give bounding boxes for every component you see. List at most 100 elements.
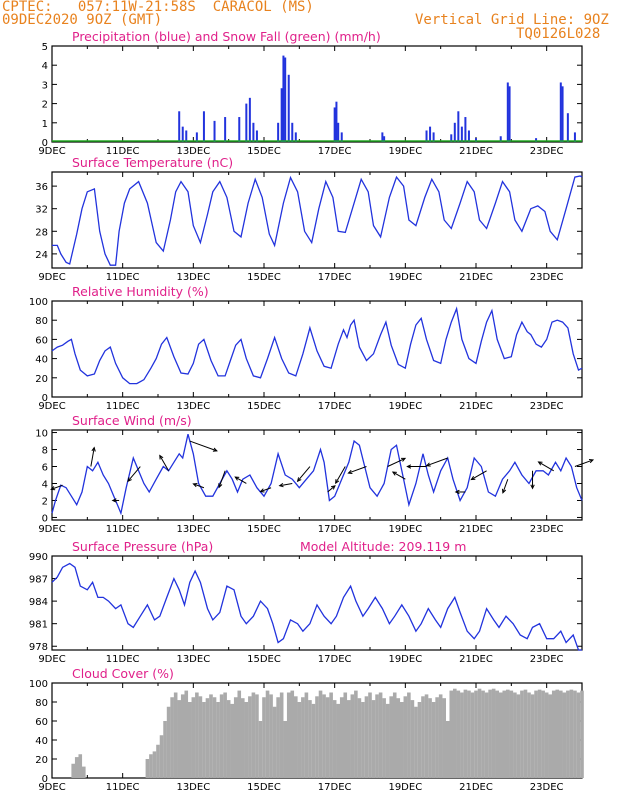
- cloud-bar: [555, 689, 560, 778]
- wind-arrow: [127, 466, 141, 482]
- y-tick-label: 2: [42, 496, 48, 507]
- cloud-bar: [159, 735, 164, 778]
- y-tick-label: 2: [42, 100, 48, 111]
- cloud-bar: [262, 697, 266, 778]
- cloud-bar: [463, 689, 468, 778]
- cloud-bar: [202, 702, 206, 778]
- wind-arrow: [335, 466, 346, 484]
- cloud-bar: [495, 690, 499, 778]
- cloud-bar: [424, 694, 429, 778]
- wind-arrow: [297, 466, 311, 482]
- wind-arrowhead: [501, 488, 507, 494]
- x-tick-label: 17DEC: [318, 654, 352, 665]
- wind-arrow: [279, 482, 293, 487]
- cloud-bar: [534, 690, 538, 778]
- wind-arrowhead: [278, 482, 284, 488]
- panel-1-title: Precipitation (blue) and Snow Fall (gree…: [72, 29, 381, 44]
- x-tick-label: 21DEC: [459, 782, 493, 793]
- cloud-bar: [332, 700, 337, 778]
- cloud-bar: [438, 694, 443, 778]
- wind-arrowhead: [530, 484, 535, 490]
- y-tick-label: 20: [35, 755, 48, 766]
- cloud-bar: [445, 721, 450, 778]
- wind-arrowhead: [537, 461, 543, 466]
- cloud-bar: [308, 700, 312, 778]
- precip-bar: [506, 82, 509, 142]
- x-tick-label: 11DEC: [106, 782, 140, 793]
- cloud-bar: [166, 706, 171, 778]
- cloud-bar: [78, 754, 83, 778]
- x-tick-label: 9DEC: [38, 782, 65, 793]
- x-tick-label: 11DEC: [106, 401, 140, 412]
- panel-5-series-line: [51, 562, 582, 651]
- y-tick-label: 8: [42, 446, 48, 457]
- cloud-bar: [205, 698, 210, 778]
- cloud-bar: [71, 763, 75, 778]
- x-tick-label: 13DEC: [176, 654, 210, 665]
- cloud-bar: [230, 703, 234, 778]
- y-tick-label: 978: [29, 642, 48, 653]
- precip-bar: [202, 111, 205, 142]
- cloud-bar: [527, 692, 531, 778]
- cloud-bar: [407, 692, 411, 778]
- wind-arrow: [327, 485, 336, 493]
- station-header: CPTEC: 057:11W-21:58S CARACOL (MS): [2, 0, 314, 15]
- x-tick-label: 21DEC: [459, 654, 493, 665]
- wind-arrowhead: [218, 483, 223, 489]
- panel-4-series-line: [51, 434, 583, 516]
- wind-arrow: [574, 459, 594, 467]
- wind-arrowhead: [425, 462, 431, 467]
- cloud-bar: [573, 690, 577, 778]
- x-tick-label: 19DEC: [388, 272, 422, 283]
- cloud-bar: [506, 689, 510, 778]
- y-tick-label: 981: [29, 620, 48, 631]
- precip-bar: [340, 132, 343, 142]
- cloud-bar: [258, 721, 263, 778]
- precip-bar: [429, 126, 432, 142]
- cloud-bar: [403, 696, 408, 778]
- precip-bar: [573, 132, 576, 142]
- cloud-bar: [294, 696, 298, 778]
- precip-bar: [238, 117, 241, 142]
- wind-arrowhead: [406, 464, 412, 469]
- cloud-bar: [233, 697, 238, 778]
- x-tick-label: 15DEC: [247, 401, 281, 412]
- cloud-bar: [329, 692, 333, 778]
- x-tick-label: 21DEC: [459, 401, 493, 412]
- cloud-bar: [82, 766, 86, 778]
- cloud-bar: [371, 700, 376, 778]
- cloud-bar: [474, 690, 478, 778]
- cloud-bar: [491, 688, 496, 778]
- cloud-bar: [188, 702, 192, 778]
- precip-bar: [457, 111, 460, 142]
- x-tick-label: 23DEC: [530, 272, 564, 283]
- wind-arrowhead: [330, 485, 336, 490]
- x-tick-label: 23DEC: [530, 654, 564, 665]
- wind-arrowhead: [111, 498, 117, 503]
- cloud-bar: [149, 754, 153, 778]
- cloud-bar: [428, 698, 432, 778]
- precip-bar: [337, 122, 340, 142]
- x-tick-label: 19DEC: [388, 782, 422, 793]
- y-tick-label: 5: [42, 42, 48, 53]
- cloud-bar: [279, 692, 284, 778]
- cloud-bar: [244, 702, 249, 778]
- cloud-bar: [357, 698, 362, 778]
- cloud-bar: [378, 692, 383, 778]
- x-tick-label: 11DEC: [106, 654, 140, 665]
- precip-bar: [464, 117, 467, 142]
- y-tick-label: 20: [35, 374, 48, 385]
- cloud-bar: [382, 698, 386, 778]
- cloud-bar: [145, 759, 150, 778]
- x-tick-label: 15DEC: [247, 654, 281, 665]
- x-tick-label: 11DEC: [106, 524, 140, 535]
- x-tick-label: 11DEC: [106, 272, 140, 283]
- cloud-bar: [580, 690, 584, 778]
- cloud-bar: [223, 692, 227, 778]
- cloud-bar: [195, 692, 199, 778]
- y-tick-label: 80: [35, 316, 48, 327]
- cloud-bar: [322, 694, 326, 778]
- x-tick-label: 13DEC: [176, 146, 210, 157]
- cloud-bar: [290, 690, 295, 778]
- x-tick-label: 23DEC: [530, 782, 564, 793]
